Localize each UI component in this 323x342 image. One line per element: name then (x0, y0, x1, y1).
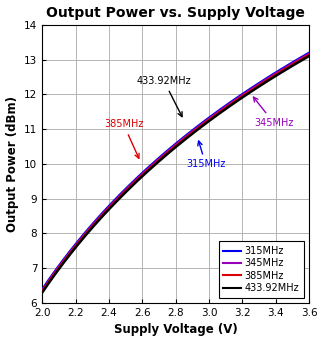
345MHz (127, 184, 131, 188)
Line: 433.92MHz: 433.92MHz (42, 56, 309, 293)
X-axis label: Supply Voltage (V): Supply Voltage (V) (114, 324, 237, 337)
315MHz (234, 96, 238, 100)
345MHz (72, 245, 76, 249)
Title: Output Power vs. Supply Voltage: Output Power vs. Supply Voltage (46, 5, 305, 19)
433.92MHz (208, 118, 212, 122)
385MHz (40, 289, 44, 293)
433.92MHz (307, 54, 311, 58)
345MHz (234, 97, 238, 101)
433.92MHz (127, 187, 131, 191)
315MHz (72, 244, 76, 248)
Text: 315MHz: 315MHz (186, 141, 225, 169)
385MHz (307, 53, 311, 57)
385MHz (208, 117, 212, 121)
345MHz (233, 98, 237, 102)
315MHz (146, 166, 150, 170)
433.92MHz (233, 101, 237, 105)
Text: 433.92MHz: 433.92MHz (137, 76, 191, 117)
Line: 345MHz: 345MHz (42, 54, 309, 290)
345MHz (307, 52, 311, 56)
385MHz (127, 185, 131, 189)
385MHz (233, 99, 237, 103)
385MHz (72, 246, 76, 250)
345MHz (208, 116, 212, 120)
385MHz (146, 168, 150, 172)
Text: 345MHz: 345MHz (254, 97, 294, 128)
315MHz (233, 97, 237, 101)
345MHz (40, 288, 44, 292)
345MHz (146, 167, 150, 171)
433.92MHz (72, 247, 76, 251)
Text: 385MHz: 385MHz (104, 119, 143, 158)
Y-axis label: Output Power (dBm): Output Power (dBm) (5, 96, 18, 232)
Legend: 315MHz, 345MHz, 385MHz, 433.92MHz: 315MHz, 345MHz, 385MHz, 433.92MHz (219, 241, 304, 298)
315MHz (127, 183, 131, 187)
385MHz (234, 98, 238, 102)
433.92MHz (146, 169, 150, 173)
433.92MHz (40, 291, 44, 295)
315MHz (208, 115, 212, 119)
315MHz (40, 287, 44, 291)
Line: 385MHz: 385MHz (42, 55, 309, 291)
433.92MHz (234, 100, 238, 104)
Line: 315MHz: 315MHz (42, 53, 309, 289)
315MHz (307, 51, 311, 55)
